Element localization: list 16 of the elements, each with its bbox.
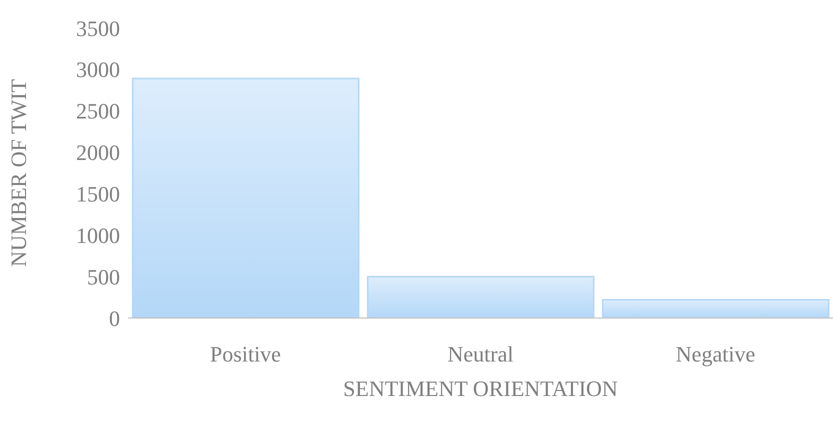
y-tick-label: 0 [109, 306, 120, 331]
y-tick-label: 1000 [76, 222, 120, 248]
y-tick-label: 3500 [76, 16, 120, 41]
y-tick-label: 2500 [76, 98, 120, 124]
y-tick-label: 500 [87, 264, 120, 290]
bar [132, 78, 360, 318]
x-tick-label: Positive [210, 342, 281, 367]
y-tick-label: 1500 [76, 182, 120, 207]
x-tick-label: Negative [676, 342, 756, 367]
x-axis-title: SENTIMENT ORIENTATION [343, 376, 618, 401]
y-tick-label: 2000 [76, 140, 120, 166]
bar [366, 276, 594, 318]
bar [602, 299, 830, 318]
y-axis-title: NUMBER OF TWIT [6, 78, 31, 267]
y-tick-label: 3000 [76, 57, 120, 82]
x-tick-label: Neutral [448, 342, 514, 367]
